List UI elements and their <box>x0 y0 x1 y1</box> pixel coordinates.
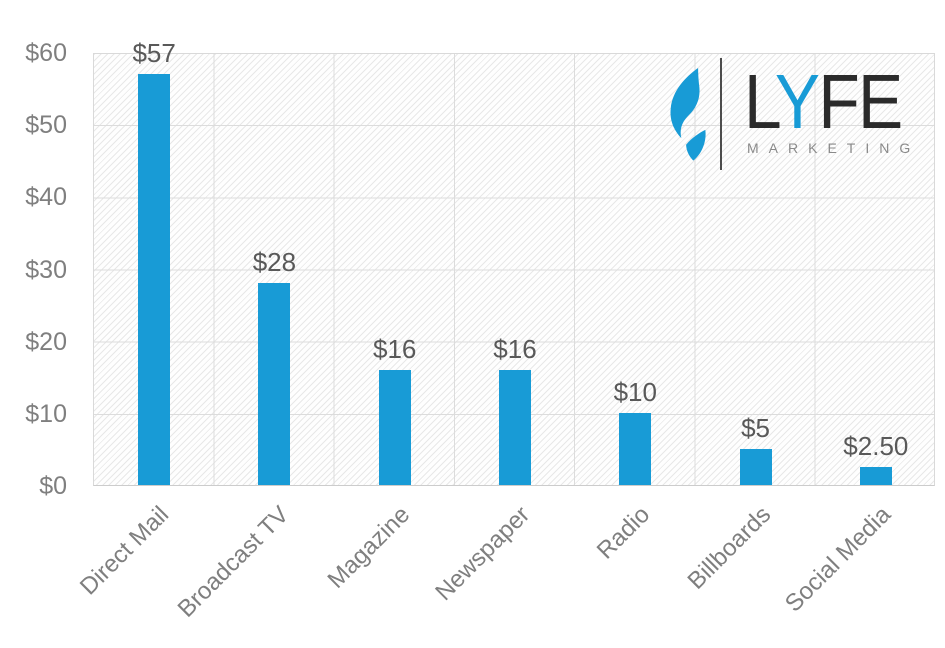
bar-radio <box>619 412 652 485</box>
value-label: $10 <box>613 376 657 407</box>
bar-broadcast-tv <box>258 282 291 485</box>
value-label: $5 <box>741 412 771 443</box>
logo-letters-fe: FE <box>818 59 903 145</box>
logo-wordmark: LYFE <box>744 64 903 141</box>
y-tick-label: $50 <box>25 111 67 140</box>
value-label: $2.50 <box>843 430 909 461</box>
bar-social-media <box>859 466 892 485</box>
logo-divider <box>720 58 722 170</box>
plot-area: $57 $28 $16 $16 $10 $5 $2.50 <box>93 38 935 486</box>
flame-icon <box>670 68 706 161</box>
lyfe-logo: LYFE MARKETING <box>660 55 942 177</box>
y-tick-label: $10 <box>25 399 67 428</box>
value-label: $28 <box>252 246 297 277</box>
bar-magazine <box>378 369 411 485</box>
y-tick-label: $20 <box>25 327 67 356</box>
y-tick-label: $0 <box>39 472 67 500</box>
value-label: $57 <box>132 37 176 68</box>
bar-direct-mail <box>138 73 171 485</box>
logo-letter-l: L <box>744 59 777 145</box>
value-label: $16 <box>373 333 417 364</box>
y-tick-label: $40 <box>25 183 67 212</box>
bar-newspaper <box>499 369 531 485</box>
y-tick-label: $30 <box>25 255 67 284</box>
bar-billboards <box>739 448 772 485</box>
value-label: $16 <box>493 333 537 364</box>
logo-letter-y: Y <box>774 59 820 145</box>
y-tick-label: $60 <box>25 39 67 67</box>
logo-subtitle: MARKETING <box>747 140 921 156</box>
